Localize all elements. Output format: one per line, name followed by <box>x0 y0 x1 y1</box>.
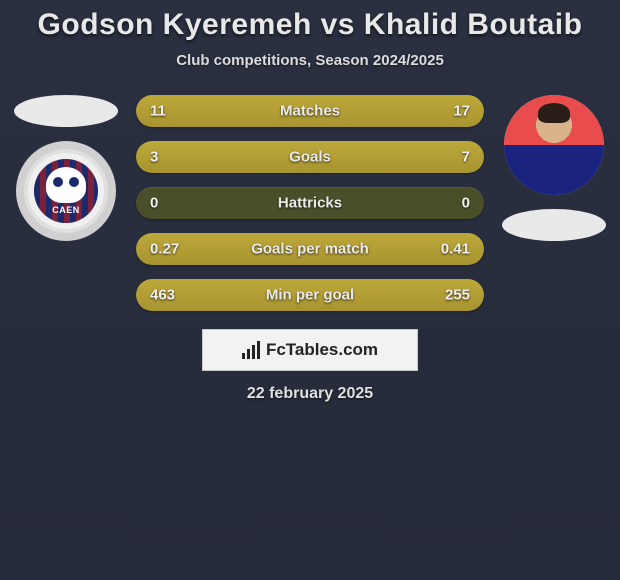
main-row: CAEN 1117Matches37Goals00Hattricks0.270.… <box>0 95 620 311</box>
right-club-badge-pill <box>502 209 606 241</box>
player-photo-icon <box>504 95 604 195</box>
stat-bar-row: 11 17 Matches <box>136 95 484 127</box>
caen-badge-icon: CAEN <box>24 149 108 233</box>
stat-bars: 11 17 Matches 3 7 Goals 0 0 Hattricks 0.27 0.41 Goa… <box>136 95 484 311</box>
stat-bar-row: 0 0 Hattricks <box>136 187 484 219</box>
bar-value-left: 463 <box>150 287 175 304</box>
bar-value-right: 7 <box>462 149 470 166</box>
bar-value-left: 11 <box>150 103 166 120</box>
left-club-badge: CAEN <box>16 141 116 241</box>
stat-bar-row: 463 255 Min per goal <box>136 279 484 311</box>
bar-label: Hattricks <box>278 195 342 212</box>
stat-bar-row: 0.27 0.41 Goals per match <box>136 233 484 265</box>
right-player-column <box>502 95 606 241</box>
bar-value-left: 0 <box>150 195 158 212</box>
page-title: Godson Kyeremeh vs Khalid Boutaib <box>0 8 620 42</box>
badge-label: CAEN <box>52 205 80 215</box>
bar-value-right: 0 <box>462 195 470 212</box>
bar-value-right: 0.41 <box>441 241 470 258</box>
comparison-infographic: Godson Kyeremeh vs Khalid Boutaib Club c… <box>0 0 620 580</box>
bar-label: Matches <box>280 103 340 120</box>
bar-value-right: 17 <box>453 103 470 120</box>
footer: FcTables.com 22 february 2025 <box>0 329 620 403</box>
bar-chart-icon <box>242 341 260 359</box>
right-player-photo <box>504 95 604 195</box>
page-subtitle: Club competitions, Season 2024/2025 <box>0 52 620 69</box>
bar-label: Min per goal <box>266 287 354 304</box>
date-label: 22 february 2025 <box>247 385 373 403</box>
brand-label: FcTables.com <box>266 340 378 360</box>
bar-label: Goals per match <box>251 241 369 258</box>
stat-bar-row: 3 7 Goals <box>136 141 484 173</box>
bar-value-left: 3 <box>150 149 158 166</box>
bar-label: Goals <box>289 149 331 166</box>
bar-value-left: 0.27 <box>150 241 179 258</box>
left-player-name-pill <box>14 95 118 127</box>
left-player-column: CAEN <box>14 95 118 241</box>
brand-box: FcTables.com <box>202 329 418 371</box>
bar-fill-right <box>240 141 484 173</box>
bar-value-right: 255 <box>445 287 470 304</box>
